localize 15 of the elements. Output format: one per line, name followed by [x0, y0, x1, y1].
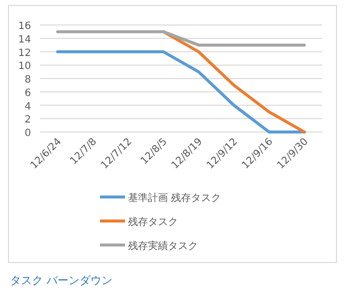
- y-tick-label: 0: [24, 128, 31, 139]
- y-tick-label: 4: [24, 101, 31, 112]
- legend-label: 残存実績タスク: [128, 240, 198, 252]
- y-tick-label: 6: [24, 88, 31, 99]
- y-tick-label: 16: [18, 21, 31, 32]
- y-tick-label: 12: [18, 48, 31, 59]
- y-tick-label: 2: [24, 114, 31, 126]
- y-tick-label: 8: [24, 74, 31, 86]
- y-tick-label: 14: [18, 34, 31, 46]
- legend-label: 残存タスク: [128, 216, 178, 228]
- legend-label: 基準計画 残存タスク: [128, 192, 222, 204]
- text: タスク バーンダウン: [10, 274, 112, 287]
- line-series: [56, 50, 306, 134]
- line-series: [162, 30, 306, 134]
- y-tick-label: 10: [18, 61, 31, 72]
